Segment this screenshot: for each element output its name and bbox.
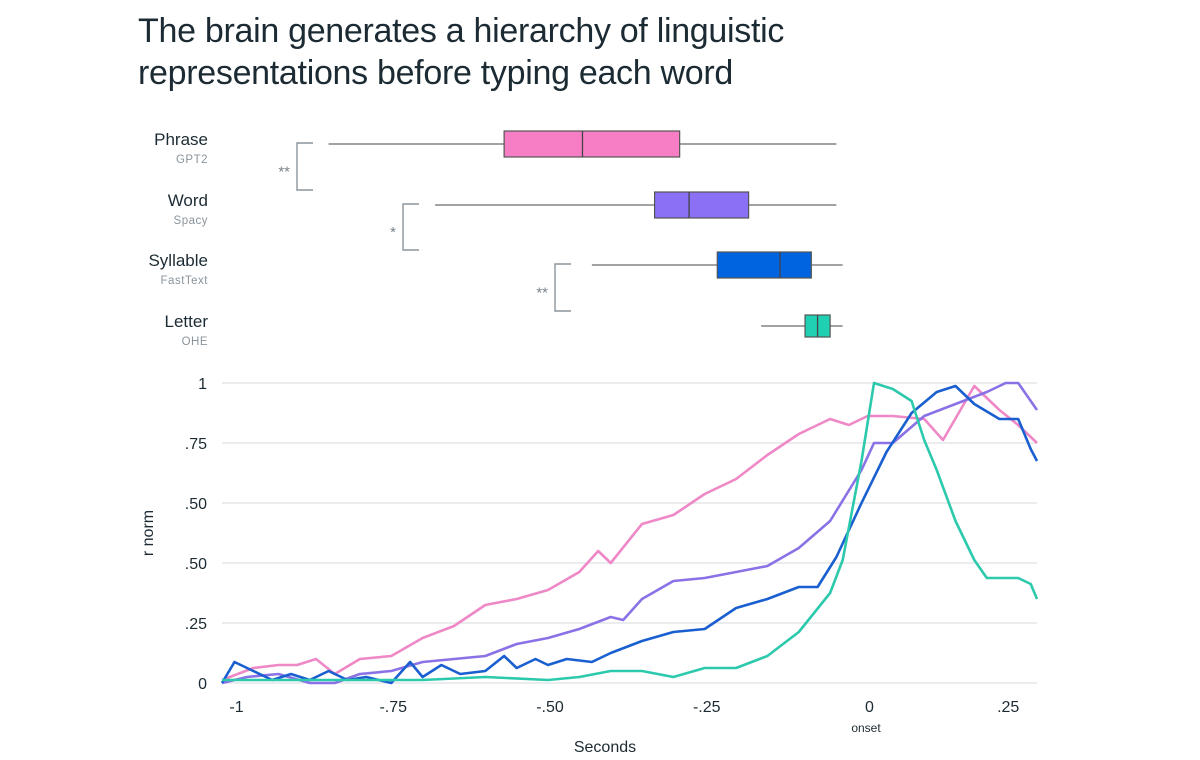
series-line-syllable xyxy=(220,384,1039,685)
box xyxy=(653,191,750,219)
series-lines xyxy=(220,381,1039,685)
bracket-line xyxy=(554,263,571,312)
box-plot: Phrase GPT2 Word Spacy Syllable FastText Lette… xyxy=(148,130,843,348)
x-tick-label: -1 xyxy=(229,699,243,716)
category-label: Syllable xyxy=(148,251,208,270)
model-label: OHE xyxy=(182,336,208,348)
y-axis-label: r norm xyxy=(140,510,157,556)
significance-label: * xyxy=(390,224,396,241)
chart-title: The brain generates a hierarchy of lingu… xyxy=(138,10,784,94)
x-axis-label: Seconds xyxy=(574,739,636,756)
grid xyxy=(222,382,1037,684)
bracket-line xyxy=(296,142,313,191)
title-line-2: representations before typing each word xyxy=(138,54,734,92)
x-tick-label: -.50 xyxy=(536,699,564,716)
y-tick-label: 1 xyxy=(198,376,207,393)
y-tick-label: .25 xyxy=(185,616,207,633)
category-label: Word xyxy=(168,191,208,210)
bracket-line xyxy=(402,203,419,251)
category-label: Phrase xyxy=(154,130,208,149)
box-row-phrase: Phrase GPT2 xyxy=(154,130,837,166)
significance-bracket: ** xyxy=(536,263,571,312)
significance-label: ** xyxy=(278,164,290,181)
x-tick-label: 0 xyxy=(865,699,874,716)
y-tick-label: .50 xyxy=(185,496,207,513)
x-tick-label: -.75 xyxy=(379,699,407,716)
box xyxy=(716,251,812,279)
category-label: Letter xyxy=(165,312,209,331)
box-row-word: Word Spacy xyxy=(168,191,837,227)
line-chart: 1 .75 .50 .50 .25 0 -1 -.75 -.50 -.25 0 .25 Seconds… xyxy=(140,376,1039,756)
significance-label: ** xyxy=(536,285,548,302)
y-tick-label: .50 xyxy=(185,556,207,573)
model-label: GPT2 xyxy=(176,154,208,166)
x-tick-label: -.25 xyxy=(693,699,721,716)
model-label: FastText xyxy=(161,275,209,287)
series-line-word xyxy=(221,381,1039,685)
significance-bracket: ** xyxy=(278,142,313,191)
model-label: Spacy xyxy=(174,215,208,227)
tick-labels: 1 .75 .50 .50 .25 0 -1 -.75 -.50 -.25 0 .25 xyxy=(185,376,1020,716)
box xyxy=(503,130,681,158)
series-line-phrase xyxy=(221,384,1038,682)
title-line-1: The brain generates a hierarchy of lingu… xyxy=(138,12,785,50)
significance-bracket: * xyxy=(390,203,419,251)
y-tick-label: 0 xyxy=(198,676,207,693)
box-row-letter: Letter OHE xyxy=(165,312,843,348)
box-row-syllable: Syllable FastText xyxy=(148,251,843,287)
onset-annotation: onset xyxy=(851,721,881,735)
series-line-letter xyxy=(222,381,1039,682)
x-tick-label: .25 xyxy=(997,699,1019,716)
y-tick-label: .75 xyxy=(185,436,207,453)
